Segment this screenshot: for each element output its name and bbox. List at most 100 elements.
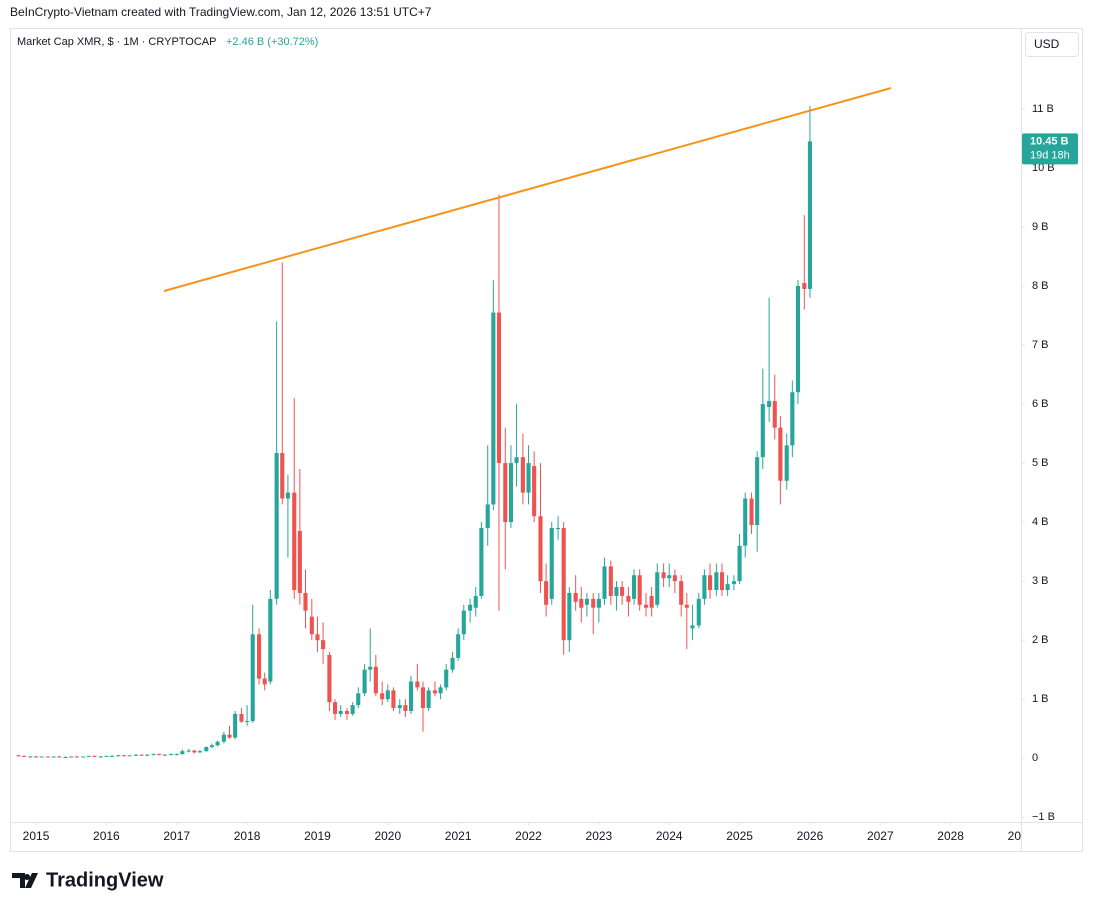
candle-body: [737, 545, 742, 582]
y-tick-label: −1 B: [1032, 811, 1055, 823]
candle-body: [807, 141, 812, 289]
candle-body: [385, 690, 390, 700]
x-tick-label: 2023: [586, 829, 613, 843]
candle-body: [350, 705, 355, 714]
countdown-label: 19d 18h: [1030, 149, 1070, 161]
candle-body: [380, 693, 385, 700]
y-tick-label: 2 B: [1032, 634, 1049, 646]
candle-body: [503, 463, 508, 523]
x-tick-label: 2029: [1008, 829, 1035, 843]
candle-body: [174, 754, 179, 756]
candle-body: [702, 575, 707, 599]
candle-body: [356, 693, 361, 706]
candle-body: [338, 711, 343, 714]
candle-body: [57, 756, 62, 758]
candle-body: [802, 283, 807, 289]
candle-body: [180, 751, 185, 755]
candle-body: [280, 453, 285, 499]
chart-title: Market Cap XMR, $ · 1M · CRYPTOCAP: [17, 36, 216, 48]
x-tick-label: 2025: [726, 829, 753, 843]
candle-body: [233, 713, 238, 738]
candle-body: [608, 566, 613, 596]
y-tick-label: 0: [1032, 752, 1038, 764]
x-tick-label: 2021: [445, 829, 472, 843]
candle-body: [309, 616, 314, 635]
candle-body: [104, 755, 109, 757]
y-tick-label: 5 B: [1032, 457, 1049, 469]
candle-body: [637, 575, 642, 605]
candle-body: [696, 598, 701, 626]
candle-body: [321, 640, 326, 650]
change-label: +2.46 B (+30.72%): [226, 36, 318, 48]
candle-body: [268, 598, 273, 682]
candle-body: [139, 754, 144, 756]
last-price-label: 10.45 B: [1030, 135, 1069, 147]
candle-body: [327, 654, 332, 703]
candle-body: [707, 575, 713, 590]
candle-body: [661, 572, 666, 579]
candle-body: [602, 566, 607, 599]
candle-body: [690, 625, 695, 629]
candle-body: [221, 734, 226, 742]
candle-body: [292, 492, 297, 590]
candle-body: [655, 572, 660, 605]
candle-body: [145, 754, 150, 756]
candle-body: [397, 705, 402, 709]
candle-body: [456, 634, 461, 658]
candle-body: [133, 754, 138, 756]
candle-body: [250, 634, 255, 722]
candle-body: [567, 592, 572, 641]
candle-body: [127, 755, 132, 757]
x-tick-label: 2022: [515, 829, 542, 843]
candle-body: [778, 427, 783, 481]
candle-body: [227, 734, 232, 738]
candle-body: [169, 754, 174, 756]
y-tick-label: 7 B: [1032, 339, 1049, 351]
candle-body: [790, 392, 795, 446]
candle-body: [162, 754, 167, 756]
candle-body: [526, 463, 531, 493]
candle-body: [772, 401, 777, 428]
candle-body: [362, 669, 367, 694]
candle-body: [549, 528, 554, 599]
currency-button[interactable]: [1025, 32, 1079, 57]
candle-body: [51, 756, 56, 758]
x-tick-label: 2019: [304, 829, 331, 843]
candle-body: [631, 575, 637, 599]
candle-body: [116, 755, 121, 757]
candle-body: [444, 669, 449, 688]
candle-body: [297, 530, 302, 593]
candle-body: [719, 572, 725, 590]
x-tick-label: 2027: [867, 829, 894, 843]
candle-body: [215, 741, 220, 746]
candle-body: [767, 401, 772, 407]
candle-body: [626, 595, 631, 602]
candle-body: [520, 457, 525, 493]
candle-body: [109, 755, 115, 757]
candle-body: [45, 756, 51, 758]
candle-body: [672, 575, 677, 582]
candle-body: [332, 702, 338, 714]
candle-body: [209, 745, 214, 748]
last-price-box: [1022, 133, 1078, 165]
y-tick-label: 10 B: [1032, 162, 1055, 174]
candle-body: [257, 634, 262, 679]
candle-body: [755, 457, 760, 526]
candle-body: [86, 755, 91, 757]
candle-body: [649, 595, 654, 608]
candle-body: [69, 756, 74, 758]
y-tick-label: 6 B: [1032, 398, 1049, 410]
x-axis: 2015 2016 2017 2018 2019 2020 2021 2022 2023 2024…: [23, 822, 1035, 843]
candle-body: [450, 657, 455, 670]
candle-body: [92, 755, 97, 757]
candle-body: [426, 690, 431, 709]
candle-body: [556, 528, 561, 530]
candle-body: [468, 604, 473, 611]
currency-label[interactable]: USD: [1034, 37, 1060, 51]
candle-body: [725, 584, 730, 590]
candle-body: [473, 595, 478, 608]
candle-body: [403, 705, 408, 712]
candle-body: [579, 598, 584, 608]
